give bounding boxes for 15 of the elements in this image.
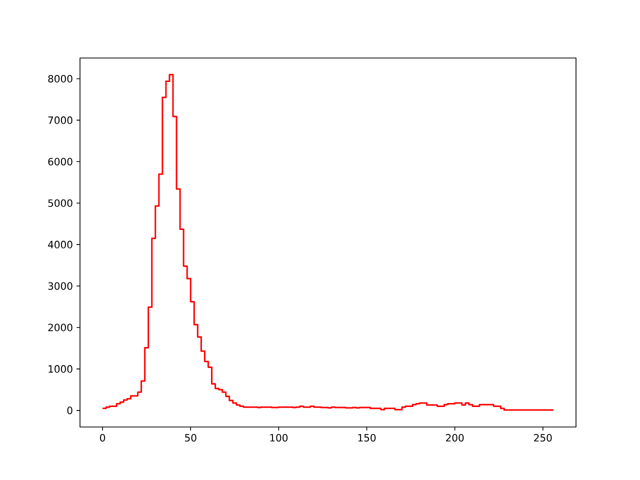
x-tick-label: 200 [446, 434, 464, 442]
x-tick-label: 150 [358, 434, 376, 442]
x-tick-label: 0 [100, 434, 106, 442]
y-tick-label: 8000 [48, 74, 72, 83]
y-tick-label: 3000 [48, 282, 72, 290]
x-tick-label: 100 [270, 434, 288, 442]
x-tick-label: 250 [534, 434, 552, 442]
y-tick-label: 1000 [48, 365, 72, 373]
y-tick-label: 4000 [48, 240, 72, 248]
y-tick-label: 7000 [48, 116, 72, 124]
y-tick-label: 2000 [48, 324, 72, 332]
x-tick-label: 50 [185, 434, 196, 442]
y-tick-label: 6000 [48, 158, 72, 166]
y-tick-label: 0 [67, 406, 72, 414]
y-tick-label: 5000 [48, 199, 72, 207]
